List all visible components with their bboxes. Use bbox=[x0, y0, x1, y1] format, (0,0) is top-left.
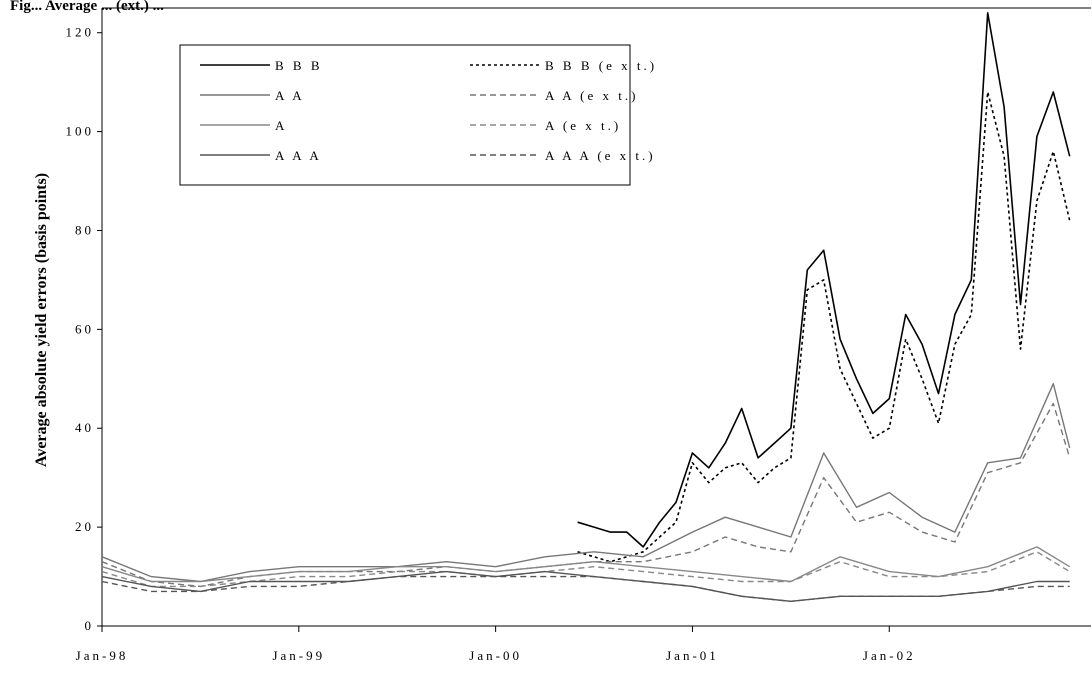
legend-label: A A A bbox=[275, 148, 322, 163]
legend: B B B B B B (e x t.) A A A A (e x t.) A A (e … bbox=[179, 44, 657, 186]
legend-label: A A bbox=[275, 88, 305, 103]
x-tick-label: Jan-00 bbox=[469, 648, 522, 663]
series-line bbox=[101, 546, 1071, 583]
legend-label: A A (e x t.) bbox=[545, 88, 638, 103]
legend-label: B B B (e x t.) bbox=[545, 58, 657, 73]
x-tick-label: Jan-99 bbox=[272, 648, 325, 663]
legend-label: A A A (e x t.) bbox=[545, 148, 656, 163]
x-tick-label: Jan-98 bbox=[76, 648, 129, 663]
y-tick-label: 40 bbox=[75, 420, 94, 435]
y-tick-label: 20 bbox=[75, 519, 94, 534]
y-tick-label: 80 bbox=[75, 222, 94, 237]
y-tick-label: 60 bbox=[75, 321, 94, 336]
y-tick-label: 120 bbox=[66, 25, 95, 40]
legend-label: A (e x t.) bbox=[545, 118, 621, 133]
series-line bbox=[101, 402, 1071, 588]
legend-label: B B B bbox=[275, 58, 323, 73]
x-tick-label: Jan-01 bbox=[666, 648, 719, 663]
legend-label: A bbox=[275, 118, 287, 133]
y-tick-label: 100 bbox=[66, 124, 95, 139]
series-line bbox=[101, 575, 1070, 602]
y-tick-label: 0 bbox=[85, 618, 95, 633]
series-layer bbox=[101, 12, 1071, 602]
series-line bbox=[577, 12, 1071, 548]
chart-title: Fig... Average ... (ext.) ... bbox=[10, 0, 164, 14]
series-line bbox=[101, 551, 1071, 588]
x-tick-label: Jan-02 bbox=[863, 648, 916, 663]
axes: 0 20 40 60 80 100 120 Jan-98 Jan-99 Jan-00 Jan-01 J… bbox=[66, 7, 1091, 663]
series-line bbox=[101, 383, 1071, 583]
legend-box bbox=[179, 44, 631, 186]
series-line bbox=[577, 91, 1071, 563]
y-axis-label: Average absolute yield errors (basis poi… bbox=[33, 173, 50, 467]
